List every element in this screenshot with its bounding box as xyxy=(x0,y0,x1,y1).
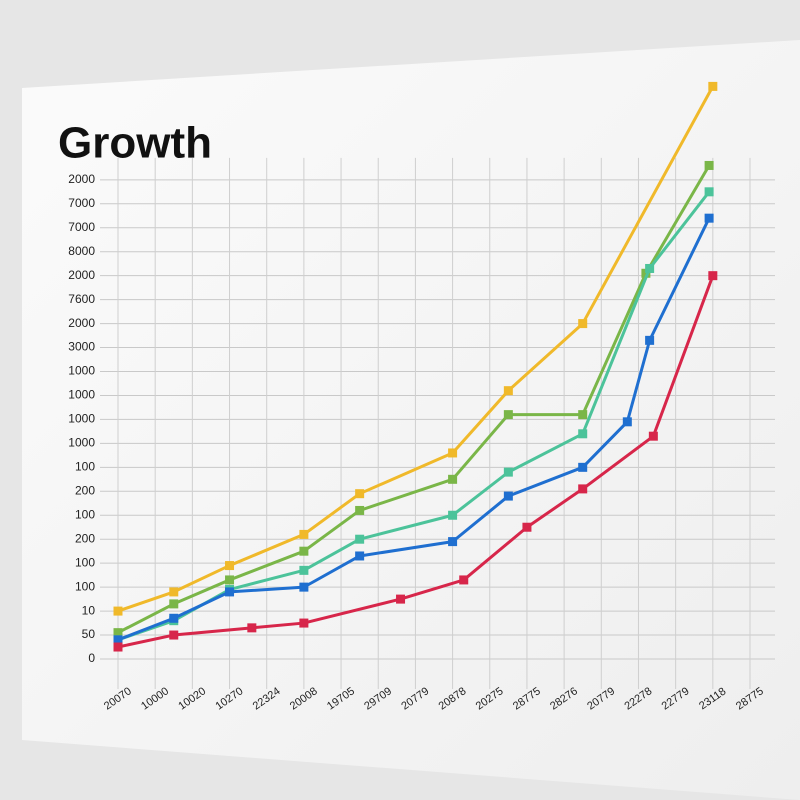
y-tick-label: 7000 xyxy=(68,196,95,210)
y-tick-label: 0 xyxy=(88,651,95,665)
point-marker xyxy=(503,491,513,501)
y-tick-label: 100 xyxy=(75,460,95,474)
y-tick-label: 10 xyxy=(82,603,96,617)
point-marker xyxy=(704,160,714,170)
point-marker xyxy=(503,467,513,477)
point-marker xyxy=(578,410,588,420)
point-marker xyxy=(225,561,235,571)
point-marker xyxy=(503,386,513,396)
point-marker xyxy=(704,187,714,197)
point-marker xyxy=(299,565,309,575)
point-marker xyxy=(355,489,365,499)
point-marker xyxy=(578,462,588,472)
point-marker xyxy=(578,484,588,494)
point-marker xyxy=(641,268,651,278)
point-marker xyxy=(578,319,588,329)
point-marker xyxy=(355,534,365,544)
y-tick-label: 2000 xyxy=(68,316,95,330)
point-marker xyxy=(355,551,365,561)
y-tick-label: 7600 xyxy=(68,292,95,306)
point-marker xyxy=(355,505,365,515)
point-marker xyxy=(522,522,532,532)
point-marker xyxy=(448,510,458,520)
point-marker xyxy=(299,618,309,628)
point-marker xyxy=(169,613,179,623)
series-line xyxy=(117,275,715,649)
point-marker xyxy=(299,582,309,592)
y-tick-label: 200 xyxy=(75,483,95,497)
point-marker xyxy=(225,575,235,585)
y-tick-label: 7000 xyxy=(68,220,95,234)
series-line xyxy=(117,164,711,634)
point-marker xyxy=(708,271,718,281)
point-marker xyxy=(113,606,123,616)
point-marker xyxy=(113,635,123,645)
point-marker xyxy=(622,417,632,427)
y-tick-label: 200 xyxy=(75,531,95,545)
point-marker xyxy=(113,642,123,652)
y-tick-label: 100 xyxy=(75,507,95,521)
y-tick-label: 1000 xyxy=(68,364,95,378)
point-marker xyxy=(299,546,309,556)
point-marker xyxy=(578,429,588,439)
y-tick-label: 8000 xyxy=(68,244,95,258)
point-marker xyxy=(648,431,658,441)
point-marker xyxy=(169,599,179,609)
point-marker xyxy=(645,263,655,273)
point-marker xyxy=(299,529,309,539)
point-marker xyxy=(448,448,458,458)
y-tick-label: 3000 xyxy=(68,340,95,354)
point-marker xyxy=(169,587,179,597)
point-marker xyxy=(503,410,513,420)
point-marker xyxy=(225,587,235,597)
y-tick-label: 100 xyxy=(75,579,95,593)
point-marker xyxy=(169,630,179,640)
y-tick-label: 50 xyxy=(82,627,96,641)
y-tick-label: 2000 xyxy=(68,172,95,186)
y-tick-label: 2000 xyxy=(68,268,95,282)
y-tick-label: 1000 xyxy=(68,388,95,402)
point-marker xyxy=(459,575,469,585)
y-tick-label: 1000 xyxy=(68,436,95,450)
point-marker xyxy=(704,213,714,223)
point-marker xyxy=(708,81,718,91)
point-marker xyxy=(448,537,458,547)
point-marker xyxy=(113,628,123,638)
point-marker xyxy=(448,474,458,484)
point-marker xyxy=(645,335,655,345)
y-tick-label: 100 xyxy=(75,555,95,569)
chart-title: Growth xyxy=(58,119,212,168)
y-tick-label: 1000 xyxy=(68,412,95,426)
point-marker xyxy=(247,623,257,633)
paper xyxy=(22,40,800,800)
point-marker xyxy=(396,594,406,604)
